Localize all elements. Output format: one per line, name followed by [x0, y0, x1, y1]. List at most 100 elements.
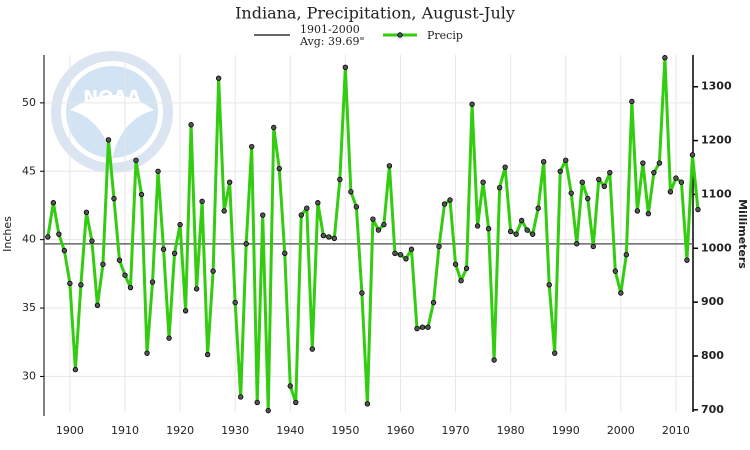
data-point	[309, 346, 316, 352]
data-point	[563, 157, 569, 164]
data-point	[359, 290, 365, 296]
y2-tick-label: 900	[701, 295, 724, 308]
data-point	[557, 168, 563, 174]
x-tick-label: 1920	[166, 424, 194, 437]
data-point	[320, 232, 327, 239]
data-point	[364, 401, 371, 407]
data-point	[83, 209, 90, 215]
data-point	[282, 250, 288, 257]
logo-text: NOAA	[83, 87, 141, 108]
data-point	[232, 299, 238, 306]
data-point	[414, 325, 420, 332]
y-tick-label: 40	[22, 233, 36, 246]
x-tick-label: 1980	[497, 424, 525, 437]
data-point	[100, 261, 106, 267]
data-point	[133, 157, 139, 164]
data-point	[535, 205, 541, 211]
data-point	[304, 205, 310, 211]
data-point	[645, 210, 652, 217]
data-point	[326, 234, 332, 240]
data-point	[524, 227, 530, 233]
data-point	[469, 101, 475, 107]
data-point	[144, 350, 150, 356]
data-point	[199, 198, 205, 205]
data-point	[590, 243, 596, 250]
data-point	[392, 250, 398, 257]
data-point	[249, 143, 255, 150]
data-point	[221, 208, 227, 214]
data-point	[315, 200, 321, 206]
y-tick-label: 50	[22, 96, 36, 109]
data-point	[215, 75, 222, 81]
data-point	[408, 246, 415, 252]
x-tick-label: 1960	[386, 424, 414, 437]
data-point	[546, 282, 552, 288]
data-point	[94, 302, 101, 309]
data-point	[188, 122, 194, 128]
data-point	[540, 158, 547, 165]
data-point	[166, 335, 172, 341]
y-tick-label: 35	[22, 301, 36, 314]
data-point	[50, 200, 57, 206]
data-point	[425, 324, 431, 330]
data-point	[502, 164, 508, 170]
data-point	[293, 399, 299, 406]
data-point	[667, 189, 674, 195]
data-point	[397, 252, 404, 258]
data-point	[430, 299, 437, 306]
data-point	[348, 189, 354, 195]
data-point	[496, 184, 503, 191]
data-point	[111, 195, 117, 202]
data-point	[386, 163, 393, 169]
data-point	[182, 308, 189, 314]
data-point	[485, 226, 492, 232]
data-point	[127, 284, 134, 291]
data-point	[656, 160, 663, 166]
legend-marker	[397, 32, 403, 38]
data-point	[452, 261, 459, 267]
data-point	[138, 191, 145, 198]
data-point	[651, 169, 657, 176]
data-point	[607, 169, 613, 176]
data-point	[265, 407, 271, 414]
y2-tick-label: 1100	[701, 187, 732, 200]
x-tick-label: 2000	[607, 424, 635, 437]
x-tick-label: 1930	[221, 424, 249, 437]
data-point	[403, 256, 409, 262]
data-point	[67, 280, 73, 287]
chart-title: Indiana, Precipitation, August-July	[235, 4, 515, 23]
data-point	[612, 268, 619, 274]
data-point	[689, 152, 696, 158]
data-point	[337, 176, 343, 183]
x-tick-label: 2010	[662, 424, 690, 437]
legend-average-label: 1901-2000	[300, 23, 360, 36]
data-point	[601, 183, 607, 190]
y-tick-label: 45	[22, 164, 36, 177]
y2-axis-label: Millimeters	[736, 199, 749, 269]
data-point	[375, 227, 382, 233]
data-point	[419, 324, 426, 330]
data-point	[78, 282, 84, 288]
x-tick-label: 1910	[111, 424, 139, 437]
data-point	[458, 277, 464, 284]
data-point	[342, 64, 349, 71]
data-point	[204, 351, 211, 358]
data-point	[684, 257, 690, 263]
x-tick-label: 1990	[552, 424, 580, 437]
data-point	[243, 241, 249, 247]
data-point	[260, 212, 266, 218]
data-point	[193, 286, 200, 292]
data-point	[353, 204, 360, 210]
data-point	[237, 394, 244, 400]
data-point	[210, 268, 216, 274]
data-point	[122, 272, 128, 278]
data-point	[116, 257, 123, 263]
x-tick-label: 1970	[442, 424, 470, 437]
data-point	[474, 223, 481, 229]
data-point	[171, 250, 178, 257]
logo-bird	[70, 95, 154, 160]
data-point	[149, 279, 156, 285]
data-point	[507, 228, 514, 235]
noaa-logo: NOAA	[51, 51, 173, 173]
